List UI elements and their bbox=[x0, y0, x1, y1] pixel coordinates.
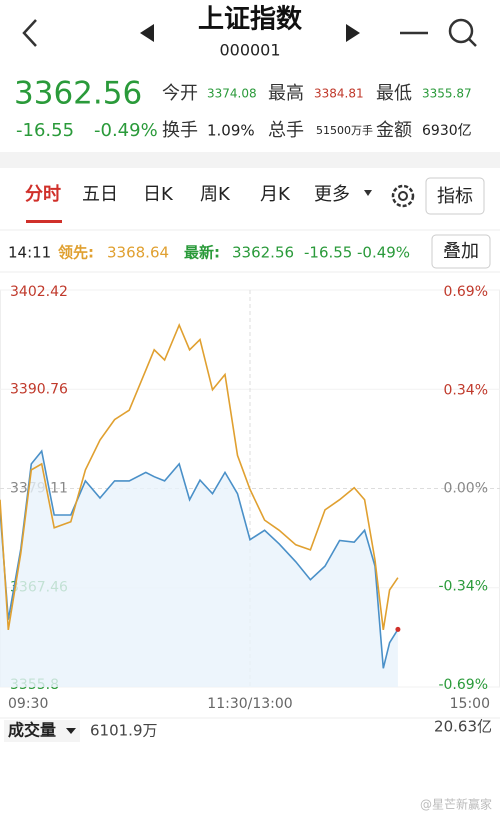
change-pct: -0.49% bbox=[94, 120, 158, 141]
settings-button[interactable] bbox=[391, 184, 415, 208]
back-button[interactable] bbox=[22, 19, 37, 47]
search-button[interactable] bbox=[448, 18, 477, 47]
tab[interactable]: 日K bbox=[143, 184, 174, 205]
value: 3374.08 bbox=[207, 87, 257, 101]
y2-tick-label: 0.34% bbox=[444, 383, 488, 399]
y-tick-label: 3402.42 bbox=[10, 284, 68, 300]
tab[interactable]: 更多 bbox=[314, 184, 350, 205]
value: 51500万手 bbox=[316, 123, 373, 137]
x-tick-label: 09:30 bbox=[8, 696, 48, 712]
y-tick-label: 3390.76 bbox=[10, 381, 68, 397]
leader-label: 领先: bbox=[57, 244, 94, 262]
last-point bbox=[395, 626, 401, 632]
value: 6930亿 bbox=[422, 123, 472, 139]
indicator-label: 指标 bbox=[437, 186, 473, 207]
volume-value: 6101.9万 bbox=[90, 722, 158, 740]
y2-tick-label: -0.69% bbox=[438, 677, 488, 693]
tab-underline bbox=[26, 220, 62, 223]
code: 000001 bbox=[219, 41, 280, 60]
latest-label: 最新: bbox=[184, 244, 220, 262]
title: 上证指数 bbox=[198, 5, 303, 35]
change: -16.55 bbox=[16, 120, 74, 141]
overlay-label: 叠加 bbox=[443, 241, 479, 262]
latest-pct: -0.49% bbox=[357, 244, 410, 262]
label: 金额 bbox=[376, 120, 412, 141]
overlay-button[interactable] bbox=[431, 234, 491, 269]
dropdown-arrow bbox=[66, 728, 76, 734]
indicator-button[interactable] bbox=[425, 177, 485, 215]
dropdown-arrow bbox=[364, 190, 372, 196]
price: 3362.56 bbox=[14, 76, 142, 112]
y2-tick-label: -0.34% bbox=[438, 578, 488, 594]
label: 最低 bbox=[376, 83, 412, 104]
value: 3355.87 bbox=[422, 87, 472, 101]
tab[interactable]: 五日 bbox=[82, 184, 118, 205]
prev-button[interactable] bbox=[140, 24, 154, 42]
next-button[interactable] bbox=[346, 24, 360, 42]
leader-value: 3368.64 bbox=[107, 244, 169, 262]
latest-value: 3362.56 bbox=[232, 244, 294, 262]
divider bbox=[0, 152, 500, 168]
tab[interactable]: 月K bbox=[260, 184, 291, 205]
y2-tick-label: 0.69% bbox=[444, 284, 488, 300]
area-fill bbox=[0, 451, 398, 687]
y2-tick-label: 0.00% bbox=[444, 481, 488, 497]
x-tick-label: 15:00 bbox=[450, 696, 490, 712]
value: 3384.81 bbox=[314, 87, 364, 101]
label: 换手 bbox=[162, 120, 198, 141]
volume-selector[interactable] bbox=[4, 720, 80, 742]
watermark: @星芒新赢家 bbox=[420, 797, 492, 812]
volume-label: 成交量 bbox=[8, 721, 56, 740]
label: 今开 bbox=[162, 83, 198, 104]
label: 总手 bbox=[268, 120, 304, 141]
tab[interactable]: 分时 bbox=[25, 184, 61, 205]
line bbox=[0, 449, 399, 669]
info-time: 14:11 bbox=[8, 244, 51, 262]
value: 1.09% bbox=[207, 122, 255, 140]
label: 最高 bbox=[268, 83, 304, 104]
line bbox=[0, 323, 399, 631]
x-tick-label: 11:30/13:00 bbox=[207, 696, 292, 712]
tab[interactable]: 周K bbox=[200, 184, 231, 205]
volume-amount: 20.63亿 bbox=[434, 718, 492, 736]
latest-change: -16.55 bbox=[304, 244, 352, 262]
